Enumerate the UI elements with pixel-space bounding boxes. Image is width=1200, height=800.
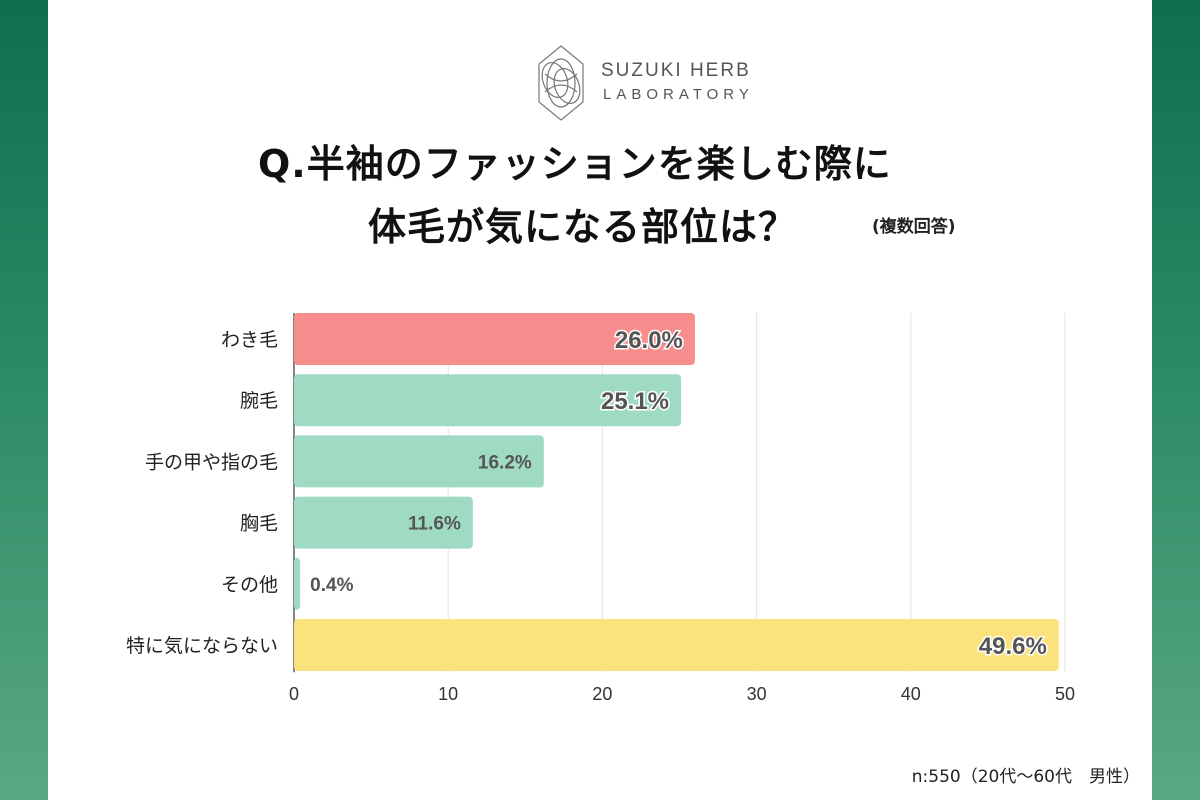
logo-icon: [538, 45, 584, 121]
category-label: 腕毛: [240, 390, 278, 412]
chart-title-line1: Q.半袖のファッションを楽しむ際に: [258, 142, 892, 186]
x-tick-label: 50: [1055, 684, 1075, 704]
bar: [294, 496, 473, 549]
x-tick-label: 40: [901, 684, 921, 704]
category-label: わき毛: [221, 329, 278, 351]
bar-value-label: 16.2%: [478, 452, 532, 473]
sample-footnote: n:550（20代〜60代 男性）: [911, 767, 1140, 787]
bar-value-label: 25.1%: [601, 388, 669, 415]
x-tick-label: 10: [438, 684, 458, 704]
bar: [294, 374, 682, 427]
chart-title-note: (複数回答): [872, 217, 956, 237]
bar-value-label: 11.6%: [408, 514, 461, 535]
x-tick-label: 20: [592, 684, 612, 704]
bar: [294, 435, 544, 488]
bar-value-label: 26.0%: [615, 327, 683, 354]
category-label: 特に気にならない: [126, 635, 278, 657]
brand-name: SUZUKI HERB: [601, 60, 751, 81]
bar: [294, 557, 301, 610]
bar-value-label: 49.6%: [979, 633, 1047, 660]
bar: [294, 313, 695, 365]
bar-value-label: 0.4%: [310, 575, 353, 596]
category-label: その他: [221, 574, 278, 596]
category-label: 胸毛: [240, 513, 278, 535]
x-tick-label: 30: [747, 684, 767, 704]
category-label: 手の甲や指の毛: [145, 451, 278, 473]
brand-subtitle: LABORATORY: [603, 86, 754, 103]
bar: [294, 619, 1059, 671]
x-tick-label: 0: [289, 684, 299, 704]
chart-title-line2: 体毛が気になる部位は？: [368, 205, 798, 249]
